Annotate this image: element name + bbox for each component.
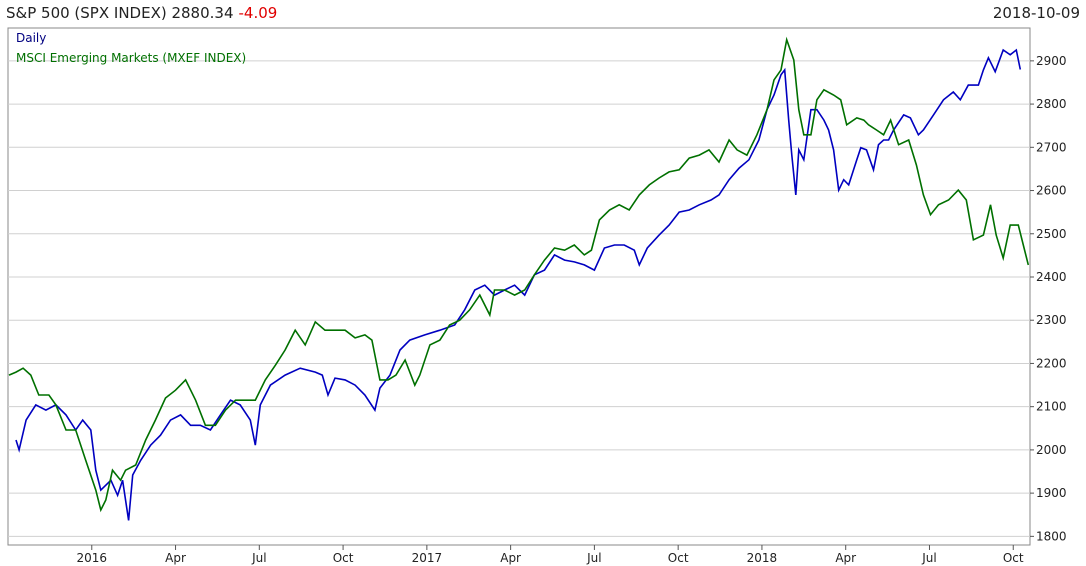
x-tick-label: 2018 xyxy=(747,551,778,565)
y-tick-label: 2100 xyxy=(1036,400,1067,414)
y-tick-label: 2900 xyxy=(1036,54,1067,68)
y-tick-label: 1800 xyxy=(1036,529,1067,543)
legend-entry: MSCI Emerging Markets (MXEF INDEX) xyxy=(16,51,246,65)
y-tick-label: 2400 xyxy=(1036,270,1067,284)
y-tick-label: 2300 xyxy=(1036,313,1067,327)
x-tick-label: 2016 xyxy=(76,551,107,565)
x-tick-label: Jul xyxy=(586,551,601,565)
x-tick-label: Oct xyxy=(333,551,354,565)
chart-title: S&P 500 (SPX INDEX) 2880.34 xyxy=(6,4,234,22)
x-tick-label: Jul xyxy=(251,551,266,565)
x-tick-label: 2017 xyxy=(412,551,443,565)
x-tick-label: Oct xyxy=(668,551,689,565)
x-tick-label: Apr xyxy=(835,551,856,565)
y-tick-label: 2600 xyxy=(1036,184,1067,198)
date-label: 2018-10-09 xyxy=(993,4,1080,22)
series-line xyxy=(8,36,1030,513)
y-tick-label: 2800 xyxy=(1036,97,1067,111)
y-tick-label: 2000 xyxy=(1036,443,1067,457)
price-change: -4.09 xyxy=(239,4,278,22)
y-tick-label: 2700 xyxy=(1036,140,1067,154)
x-tick-label: Oct xyxy=(1003,551,1024,565)
plot-frame xyxy=(7,27,1031,546)
y-tick-label: 2500 xyxy=(1036,227,1067,241)
series-line xyxy=(15,48,1022,521)
y-tick-label: 1900 xyxy=(1036,486,1067,500)
y-tick-label: 2200 xyxy=(1036,356,1067,370)
x-tick-label: Jul xyxy=(921,551,936,565)
x-tick-label: Apr xyxy=(500,551,521,565)
x-tick-label: Apr xyxy=(165,551,186,565)
subtitle: Daily xyxy=(16,31,46,45)
